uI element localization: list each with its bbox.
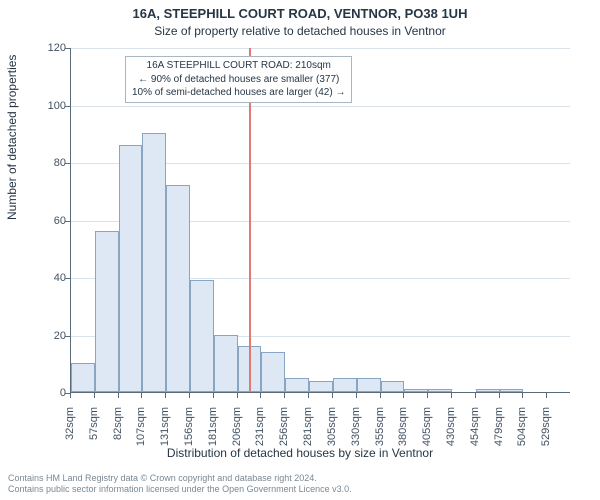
gridline [71,106,570,107]
x-tick-mark [237,393,238,398]
histogram-bar [190,280,214,392]
x-tick-label: 281sqm [302,407,314,457]
histogram-bar [404,389,428,392]
x-tick-mark [499,393,500,398]
x-tick-mark [165,393,166,398]
x-tick-mark [475,393,476,398]
histogram-bar [500,389,524,392]
annotation-line2: ← 90% of detached houses are smaller (37… [132,73,345,87]
footer-line1: Contains HM Land Registry data © Crown c… [8,473,317,483]
x-tick-label: 57sqm [88,407,100,457]
x-tick-label: 32sqm [64,407,76,457]
footer-line2: Contains public sector information licen… [8,484,352,494]
y-tick-mark [65,221,70,222]
x-tick-label: 504sqm [516,407,528,457]
x-tick-mark [141,393,142,398]
gridline [71,48,570,49]
x-tick-label: 256sqm [278,407,290,457]
x-tick-mark [213,393,214,398]
x-tick-mark [451,393,452,398]
x-tick-label: 156sqm [183,407,195,457]
x-tick-label: 82sqm [112,407,124,457]
y-tick-label: 40 [26,272,66,284]
y-tick-label: 60 [26,215,66,227]
y-tick-mark [65,336,70,337]
y-tick-mark [65,163,70,164]
x-tick-label: 529sqm [540,407,552,457]
histogram-bar [309,381,333,393]
chart-title-sub: Size of property relative to detached ho… [0,24,600,38]
x-tick-label: 355sqm [374,407,386,457]
x-tick-label: 206sqm [231,407,243,457]
x-tick-mark [356,393,357,398]
x-tick-mark [403,393,404,398]
histogram-bar [166,185,190,392]
x-tick-mark [260,393,261,398]
x-tick-label: 305sqm [326,407,338,457]
x-tick-label: 107sqm [135,407,147,457]
histogram-bar [214,335,238,393]
y-tick-mark [65,278,70,279]
histogram-bar [261,352,285,392]
annotation-box: 16A STEEPHILL COURT ROAD: 210sqm← 90% of… [125,56,352,103]
x-tick-mark [308,393,309,398]
x-tick-mark [70,393,71,398]
x-tick-mark [380,393,381,398]
x-tick-label: 405sqm [421,407,433,457]
x-tick-label: 181sqm [207,407,219,457]
histogram-chart: 16A, STEEPHILL COURT ROAD, VENTNOR, PO38… [0,0,600,500]
histogram-bar [71,363,95,392]
x-tick-mark [546,393,547,398]
y-tick-label: 20 [26,330,66,342]
histogram-bar [95,231,119,392]
x-tick-mark [189,393,190,398]
y-axis-label-text: Number of detached properties [5,55,19,220]
y-tick-label: 0 [26,387,66,399]
annotation-line3: 10% of semi-detached houses are larger (… [132,86,345,100]
y-tick-label: 100 [26,100,66,112]
x-tick-label: 231sqm [254,407,266,457]
x-tick-label: 131sqm [159,407,171,457]
histogram-bar [285,378,309,392]
x-tick-label: 430sqm [445,407,457,457]
x-tick-label: 380sqm [397,407,409,457]
y-tick-label: 120 [26,42,66,54]
x-tick-mark [332,393,333,398]
histogram-bar [142,133,166,392]
chart-title-main: 16A, STEEPHILL COURT ROAD, VENTNOR, PO38… [0,6,600,21]
x-tick-mark [284,393,285,398]
x-tick-mark [118,393,119,398]
x-tick-mark [94,393,95,398]
x-tick-label: 454sqm [469,407,481,457]
chart-footer: Contains HM Land Registry data © Crown c… [8,473,592,496]
x-tick-label: 479sqm [493,407,505,457]
y-tick-mark [65,48,70,49]
histogram-bar [333,378,357,392]
histogram-bar [381,381,405,393]
x-tick-mark [427,393,428,398]
y-tick-mark [65,106,70,107]
annotation-line1: 16A STEEPHILL COURT ROAD: 210sqm [132,59,345,73]
x-tick-mark [522,393,523,398]
y-tick-label: 80 [26,157,66,169]
x-tick-label: 330sqm [350,407,362,457]
histogram-bar [428,389,452,392]
histogram-bar [357,378,381,392]
histogram-bar [119,145,143,392]
histogram-bar [476,389,500,392]
